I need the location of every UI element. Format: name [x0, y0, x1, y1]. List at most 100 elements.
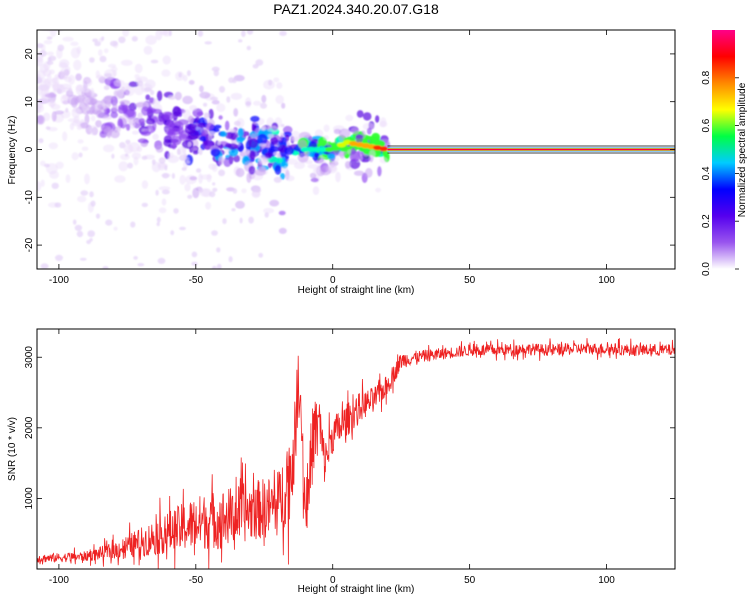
page-title: PAZ1.2024.340.20.07.G18: [273, 1, 439, 17]
spectrogram-blob: [309, 172, 317, 179]
spectrogram-blob: [37, 43, 44, 49]
spectrogram-blob: [282, 125, 293, 134]
spectrogram-blob: [218, 86, 226, 93]
y-tick-label: -10: [24, 190, 35, 205]
spectrogram-blob: [141, 202, 148, 208]
spectrogram-blob: [212, 164, 218, 173]
spectrogram-blob: [65, 107, 69, 113]
spectrogram-blob: [81, 146, 89, 151]
spectrogram-blob: [206, 173, 212, 183]
spectrogram-blob: [54, 110, 64, 115]
spectrogram-blob: [168, 30, 172, 37]
spectrogram-blob: [103, 48, 109, 54]
spectrogram-blob: [375, 187, 381, 193]
x-axis-label: Height of straight line (km): [298, 584, 415, 595]
spectrogram-blob: [209, 191, 216, 198]
spectrogram-blob: [164, 165, 168, 171]
spectrogram-blob: [204, 41, 212, 45]
spectrogram-blob: [203, 112, 210, 118]
spectrogram-blob: [196, 111, 204, 116]
spectrogram-blob: [181, 167, 187, 171]
spectrogram-blob: [39, 50, 47, 57]
spectrogram-blob: [267, 162, 272, 169]
spectrogram-blob: [369, 149, 376, 158]
spectrogram-blob: [286, 158, 298, 165]
y-tick-label: 0: [24, 146, 35, 152]
spectrogram-blob: [43, 40, 53, 45]
spectrogram-blob: [246, 172, 252, 183]
x-tick-label: 0: [330, 275, 336, 286]
spectrogram-blob: [331, 145, 340, 151]
spectrogram-blob: [258, 166, 267, 173]
spectrogram-blob: [89, 57, 95, 63]
spectrogram-blob: [37, 181, 42, 192]
spectrogram-blob: [161, 69, 171, 77]
spectrogram-blob: [137, 112, 143, 119]
spectrogram-blob: [196, 168, 202, 173]
spectrogram-blob: [176, 112, 183, 117]
spectrogram-blob: [230, 92, 243, 100]
spectrogram-blob: [99, 55, 107, 63]
spectrogram-blob: [213, 124, 222, 129]
spectrogram-blob: [105, 219, 113, 226]
colorbar-tick-label: 0.0: [701, 262, 712, 276]
spectrogram-blob: [137, 263, 145, 267]
spectrogram-blob: [119, 99, 131, 106]
spectrogram-blob: [230, 132, 237, 141]
spectrogram-blob: [74, 224, 83, 231]
colorbar-tick-label: 0.6: [701, 118, 712, 132]
spectrogram-blob: [268, 133, 274, 138]
spectrogram-blob: [377, 166, 382, 177]
spectrogram-blob: [187, 141, 192, 147]
snr-chart: -100 -50 0 50 100 1000 2000 3000 Height of str…: [7, 328, 676, 595]
spectrogram-blob: [362, 112, 372, 121]
spectrogram-blob: [281, 102, 286, 109]
spectrogram-blob: [323, 124, 330, 133]
spectrogram-blob: [102, 266, 109, 269]
spectrogram-blob: [327, 153, 336, 160]
spectrogram-blob: [128, 81, 139, 88]
snr-frame: [36, 328, 676, 570]
spectrogram-blob: [111, 21, 119, 29]
spectrogram-blob: [350, 147, 356, 155]
spectrogram-blob: [269, 199, 280, 207]
x-tick-label: 100: [598, 275, 615, 286]
spectrogram-blob: [75, 73, 82, 81]
spectrogram-blob: [255, 59, 264, 66]
spectrogram-blob: [130, 221, 136, 228]
spectrogram-blob: [314, 152, 320, 158]
spectrogram-blob: [308, 136, 313, 142]
spectrogram-blob: [155, 145, 164, 153]
spectrogram-blob: [328, 163, 337, 172]
spectrogram-blob: [258, 252, 264, 258]
spectrogram-blob: [218, 169, 226, 177]
spectrogram-blob: [274, 164, 282, 175]
spectrogram-blob: [203, 102, 208, 107]
spectrogram-blob: [218, 143, 224, 150]
x-tick-label: -100: [49, 575, 69, 586]
spectrogram-blob: [108, 63, 117, 68]
colorbar-tick-label: 0.8: [701, 70, 712, 84]
spectrogram-blob: [62, 36, 74, 42]
spectrogram-blob: [261, 125, 267, 131]
spectrogram-blob: [49, 77, 60, 88]
spectrogram-blob: [82, 77, 93, 87]
spectrogram-blob: [154, 0, 162, 8]
spectrogram-blob: [284, 146, 295, 155]
spectrogram-blob: [270, 136, 278, 145]
spectrogram-blob: [249, 150, 256, 160]
spectrogram-blob: [124, 85, 135, 97]
spectrogram-blob: [140, 131, 151, 136]
spectrogram-blob: [81, 105, 88, 112]
spectrogram-blob: [156, 216, 161, 223]
spectrogram-blob: [89, 238, 93, 242]
spectrogram-blob: [104, 73, 112, 78]
spectrogram-blob: [89, 106, 95, 115]
spectrogram-blob: [264, 152, 272, 159]
spectrogram-blob: [205, 201, 212, 210]
spectrogram-blob: [89, 21, 100, 27]
spectrogram-blob: [355, 133, 364, 144]
y-tick-label: 1000: [24, 487, 35, 510]
spectrogram-blob: [171, 142, 177, 150]
spectrogram-blob: [90, 115, 96, 122]
